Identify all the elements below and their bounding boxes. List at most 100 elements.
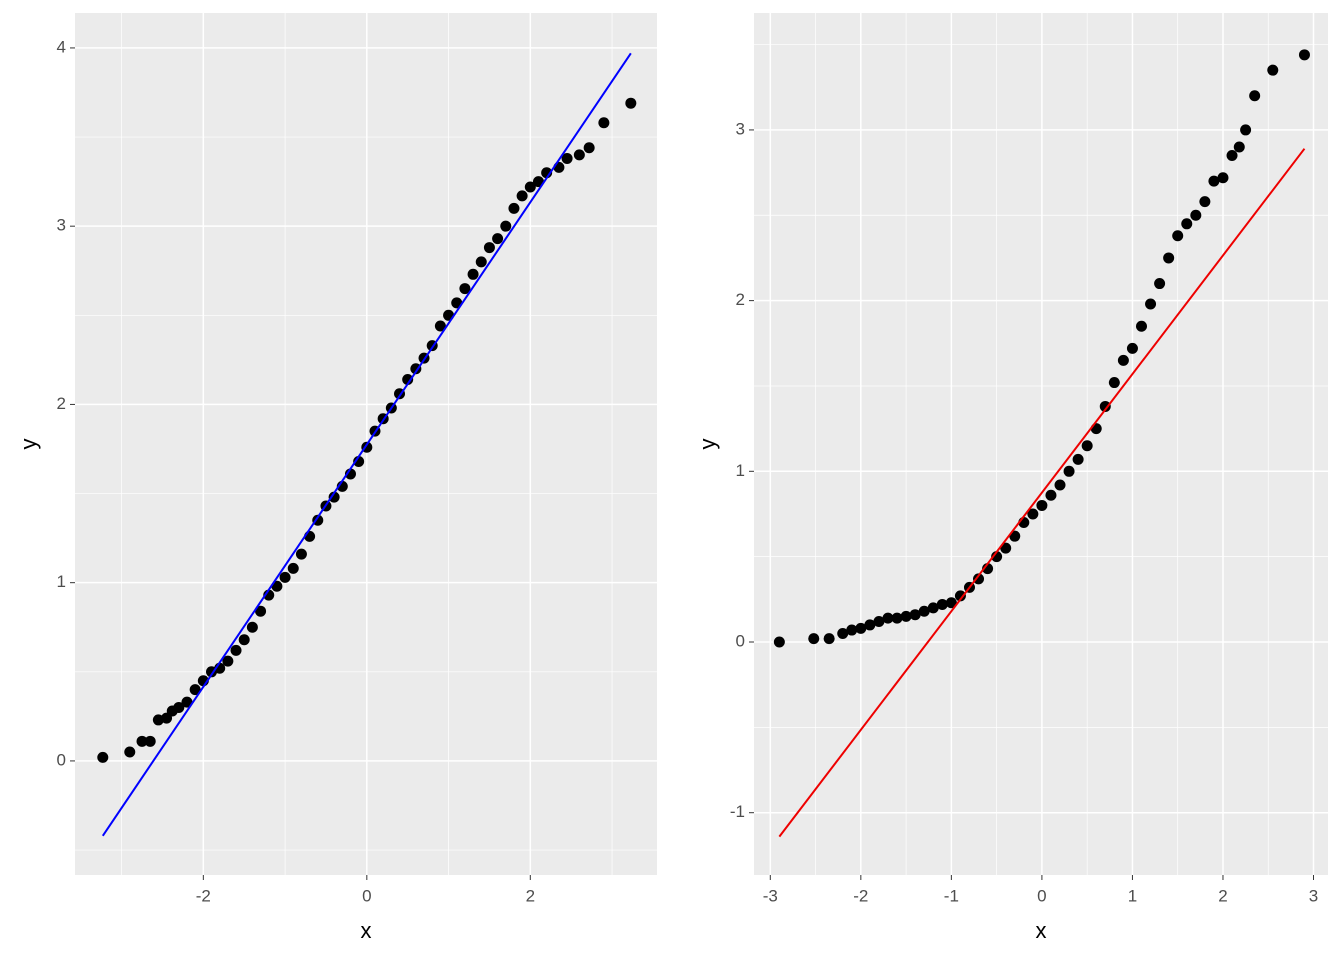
point	[808, 633, 820, 645]
x-tick-label: 2	[1218, 886, 1227, 905]
point	[918, 605, 930, 617]
point	[1172, 230, 1184, 242]
point	[1099, 400, 1111, 412]
y-tick-label: 1	[736, 461, 745, 480]
point	[973, 573, 985, 585]
point	[434, 320, 446, 332]
point	[625, 97, 637, 109]
x-tick-label: 2	[526, 886, 535, 905]
point	[1190, 209, 1202, 221]
point	[181, 696, 193, 708]
point	[287, 562, 299, 574]
point	[516, 190, 528, 202]
point	[1108, 377, 1120, 389]
point	[1072, 453, 1084, 465]
point	[936, 598, 948, 610]
y-tick-label: 3	[736, 119, 745, 138]
point	[1199, 196, 1211, 208]
point	[1181, 218, 1193, 230]
point	[945, 597, 957, 609]
y-tick-label: 4	[57, 37, 66, 56]
point	[173, 701, 185, 713]
point	[295, 548, 307, 560]
point	[246, 621, 258, 633]
y-tick-label: -1	[730, 802, 745, 821]
reference-line	[101, 52, 632, 837]
x-tick-label: 0	[1037, 886, 1046, 905]
y-axis-title: y	[695, 439, 720, 450]
reference-line	[778, 148, 1306, 838]
point	[561, 152, 573, 164]
point	[144, 735, 156, 747]
point	[598, 117, 610, 129]
x-tick-label: 0	[362, 886, 371, 905]
point	[900, 610, 912, 622]
point	[1298, 49, 1310, 61]
point	[1233, 141, 1245, 153]
point	[255, 605, 267, 617]
point	[909, 609, 921, 621]
point	[891, 612, 903, 624]
point	[573, 149, 585, 161]
point	[882, 612, 894, 624]
point	[97, 751, 109, 763]
point	[1054, 479, 1066, 491]
point	[1208, 175, 1220, 187]
x-tick-label: 3	[1309, 886, 1318, 905]
point	[1036, 499, 1048, 511]
point	[823, 633, 835, 645]
point	[1249, 90, 1261, 102]
point	[1063, 465, 1075, 477]
point	[1000, 542, 1012, 554]
point	[1045, 489, 1057, 501]
x-axis-title: x	[1036, 918, 1047, 943]
y-tick-label: 0	[736, 631, 745, 650]
point	[124, 746, 136, 758]
point	[483, 242, 495, 254]
y-tick-label: 2	[736, 290, 745, 309]
point	[846, 624, 858, 636]
point	[1090, 423, 1102, 435]
x-tick-label: -3	[763, 886, 778, 905]
point	[279, 571, 291, 583]
y-tick-label: 3	[57, 216, 66, 235]
point	[152, 714, 164, 726]
point	[873, 616, 885, 628]
x-tick-label: 1	[1128, 886, 1137, 905]
point	[1154, 278, 1166, 290]
point	[353, 455, 365, 467]
x-tick-label: -1	[944, 886, 959, 905]
point	[864, 619, 876, 631]
point	[136, 735, 148, 747]
point	[328, 491, 340, 503]
point	[238, 634, 250, 646]
point	[524, 181, 536, 193]
x-tick-label: -2	[853, 886, 868, 905]
point	[475, 256, 487, 268]
point	[230, 644, 242, 656]
y-tick-label: 1	[57, 572, 66, 591]
point	[402, 373, 414, 385]
point	[837, 627, 849, 639]
point	[1081, 440, 1093, 452]
point	[1267, 64, 1279, 76]
point	[189, 684, 201, 696]
point	[773, 636, 785, 648]
point	[1163, 252, 1175, 264]
x-axis-title: x	[361, 918, 372, 943]
point	[1117, 354, 1129, 366]
point	[855, 622, 867, 634]
point	[1240, 124, 1252, 136]
y-tick-label: 2	[57, 394, 66, 413]
point	[1126, 342, 1138, 354]
x-tick-label: -2	[196, 886, 211, 905]
point	[500, 220, 512, 232]
point	[459, 283, 471, 295]
y-tick-label: 0	[57, 750, 66, 769]
point	[1145, 298, 1157, 310]
point	[583, 142, 595, 154]
y-axis-title: y	[16, 439, 41, 450]
point	[927, 602, 939, 614]
point	[467, 268, 479, 280]
